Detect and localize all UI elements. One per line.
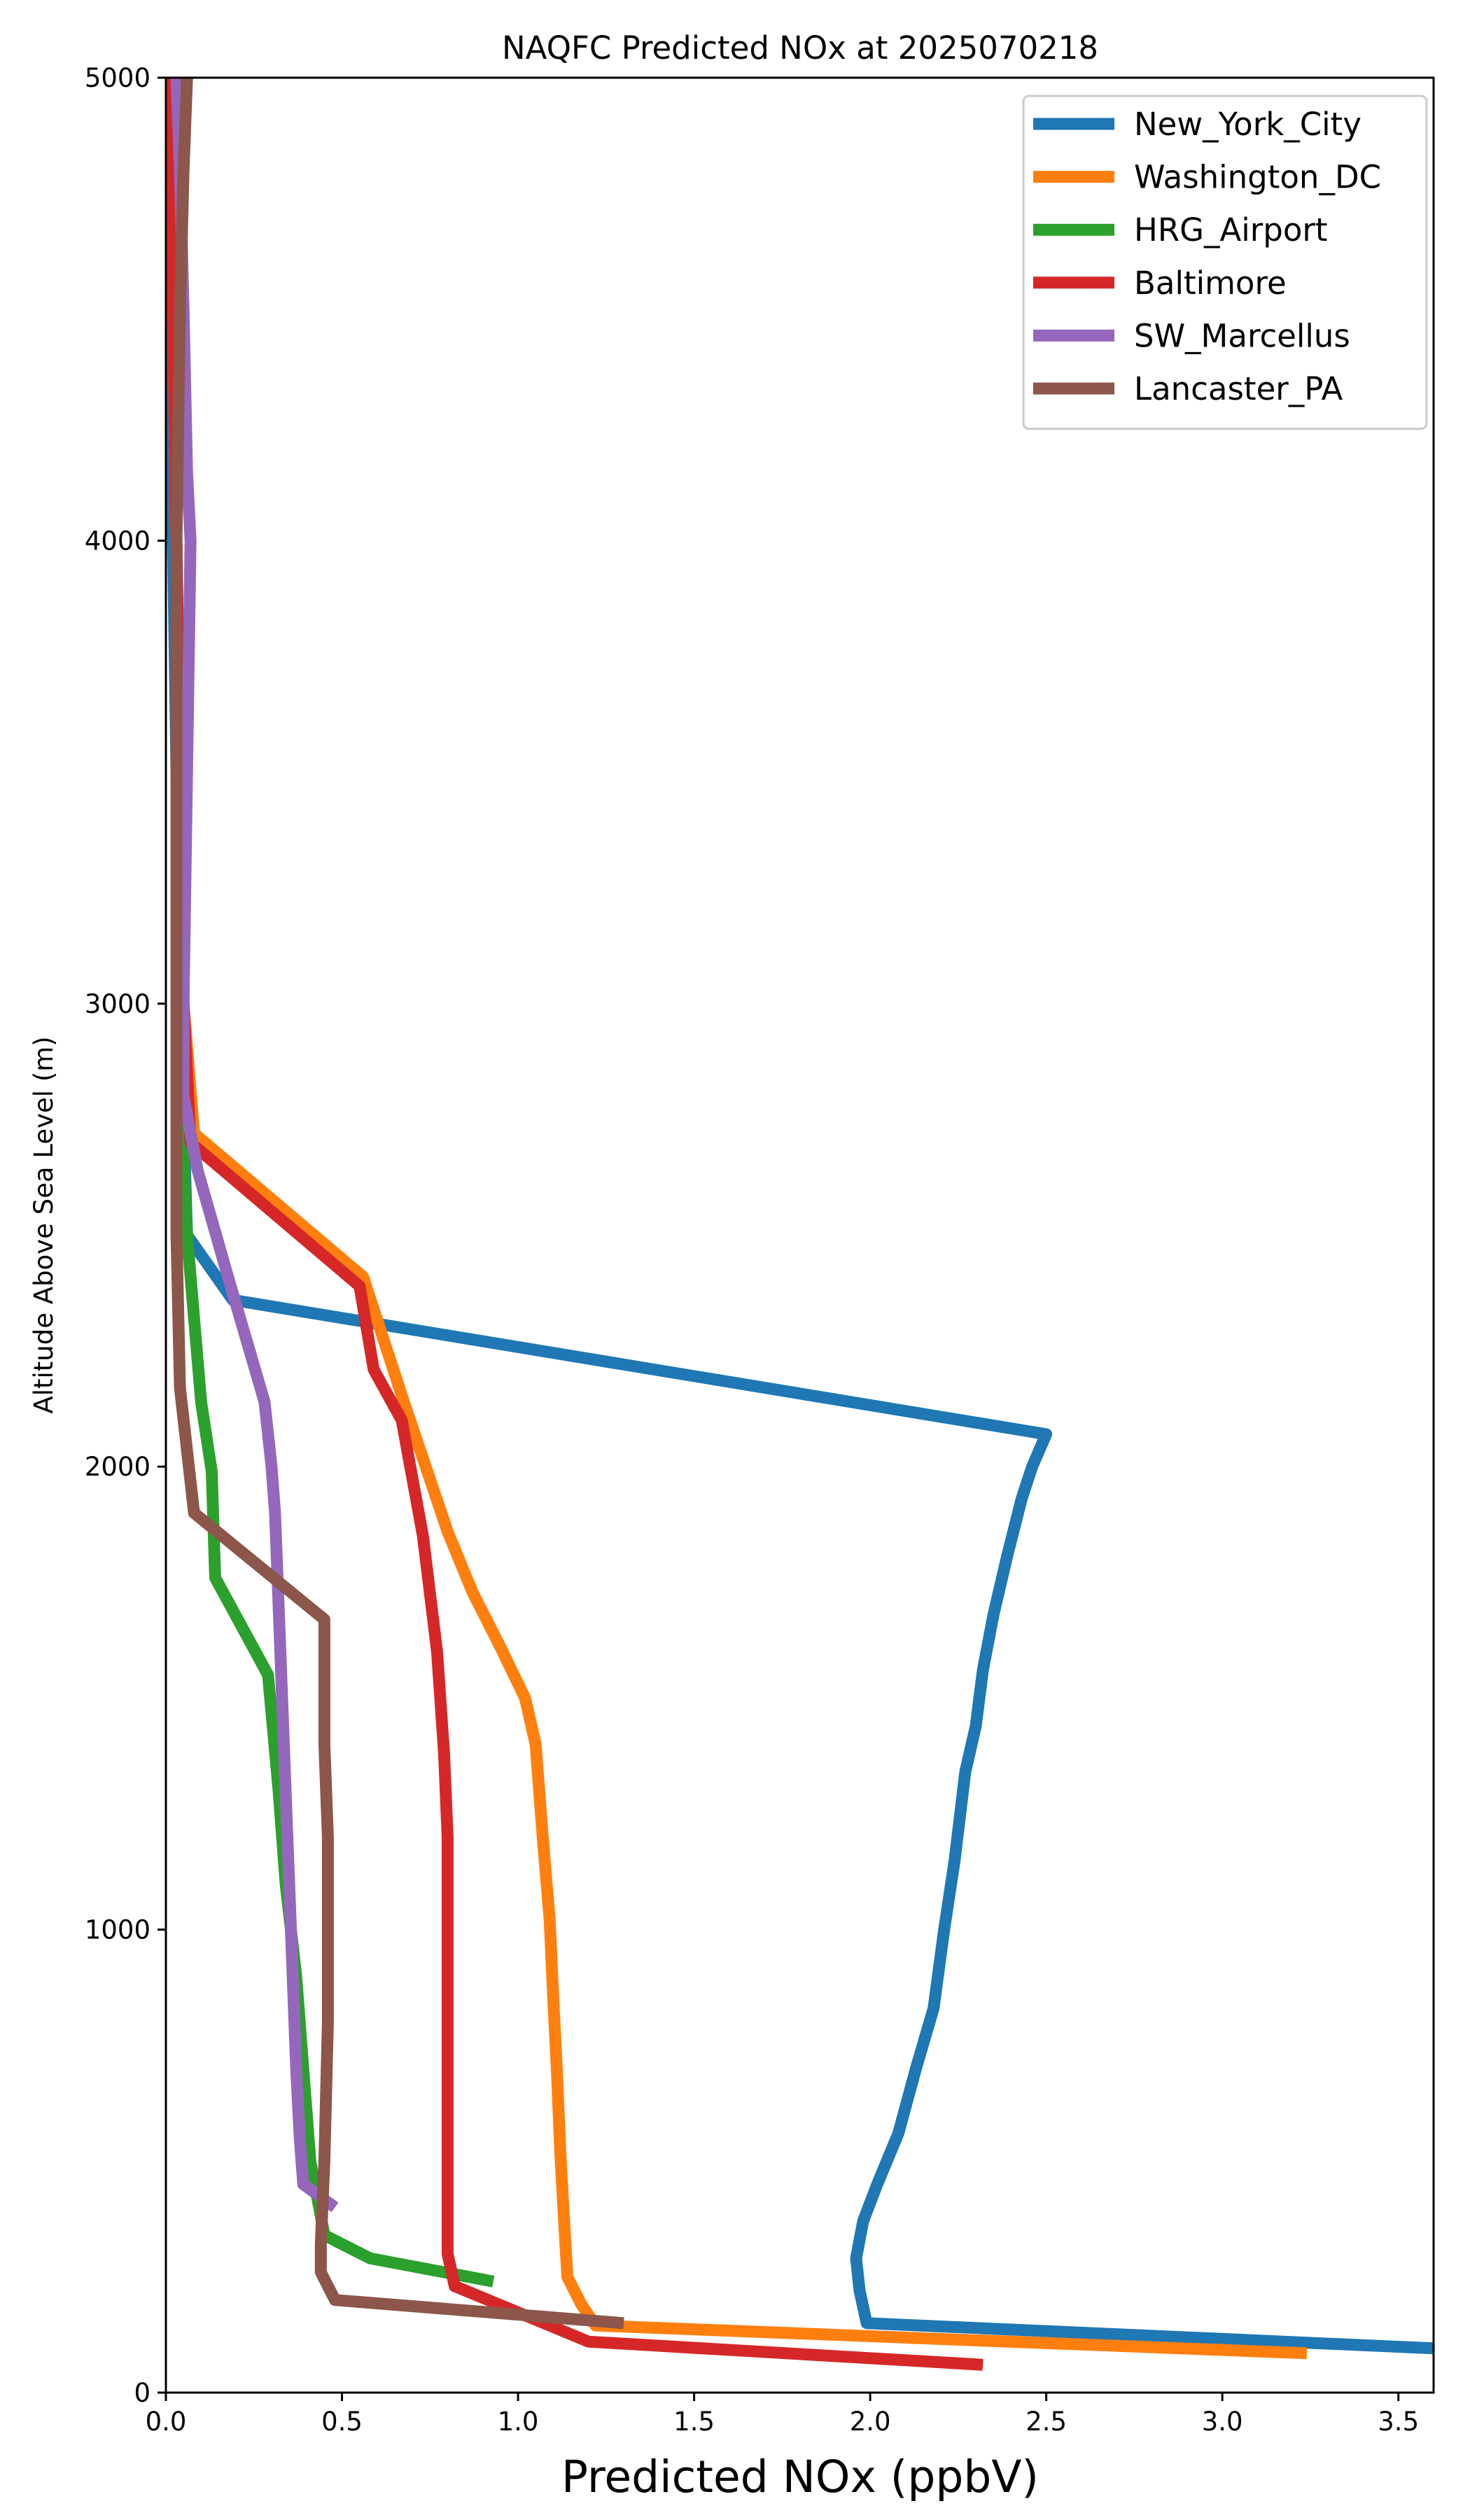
series-line-sw-marcellus <box>170 78 339 2213</box>
y-axis-label: Altitude Above Sea Level (m) <box>29 1036 59 1413</box>
plot-frame <box>164 76 1435 2394</box>
x-tick-label: 3.0 <box>1202 2407 1243 2437</box>
legend-label: HRG_Airport <box>1134 211 1328 248</box>
y-tick-label: 5000 <box>85 63 150 93</box>
y-tick-label: 3000 <box>85 989 150 1019</box>
x-tick-label: 1.0 <box>498 2407 539 2437</box>
chart-title: NAQFC Predicted NOx at 2025070218 <box>502 29 1098 66</box>
legend-box <box>1022 94 1428 430</box>
x-tick-label: 2.5 <box>1026 2407 1067 2437</box>
y-tick-label: 0 <box>134 2378 150 2408</box>
y-tick-label: 4000 <box>85 526 150 556</box>
x-tick-label: 1.5 <box>673 2407 715 2437</box>
x-axis-label: Predicted NOx (ppbV) <box>561 2451 1039 2502</box>
legend-label: SW_Marcellus <box>1134 317 1350 354</box>
y-tick-label: 1000 <box>85 1915 150 1945</box>
x-tick-label: 2.0 <box>850 2407 891 2437</box>
x-tick-label: 0.0 <box>146 2407 187 2437</box>
series-line-lancaster-pa <box>170 78 624 2330</box>
y-tick-label: 2000 <box>85 1452 150 1482</box>
series-layer <box>166 78 1434 2371</box>
legend-label: New_York_City <box>1134 106 1362 143</box>
axes-layer: 0.0 0.5 1.0 1.5 2.0 2.5 3.0 3.5 0 1000 2000 3000 400… <box>85 63 1435 2437</box>
legend-label: Lancaster_PA <box>1134 370 1343 407</box>
legend-label: Washington_DC <box>1134 159 1381 196</box>
x-tick-label: 0.5 <box>321 2407 363 2437</box>
legend: New_York_City Washington_DC HRG_Airport Bal… <box>1022 94 1428 430</box>
x-tick-label: 3.5 <box>1378 2407 1419 2437</box>
legend-label: Baltimore <box>1134 265 1287 302</box>
